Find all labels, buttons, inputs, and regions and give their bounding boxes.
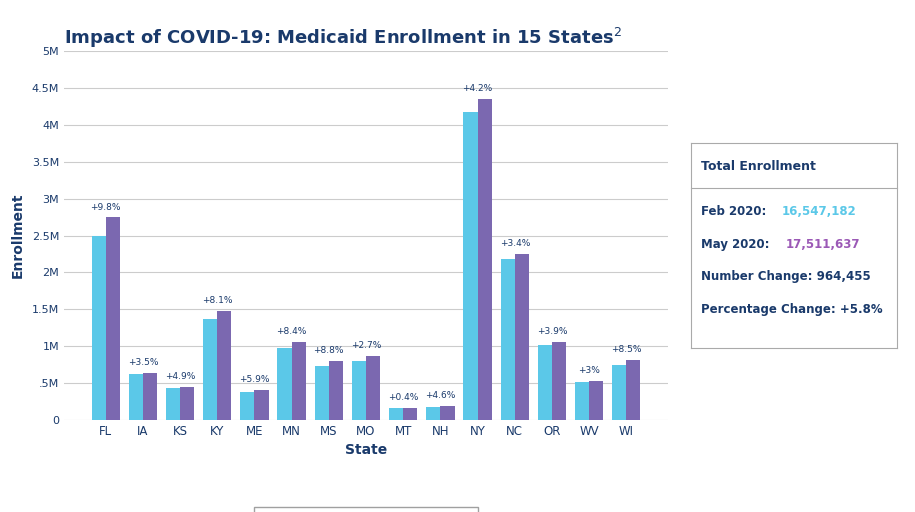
Bar xyxy=(389,408,404,420)
Text: +3.9%: +3.9% xyxy=(537,327,567,336)
Text: Impact of COVID-19: Medicaid Enrollment in 15 States$^2$: Impact of COVID-19: Medicaid Enrollment … xyxy=(64,26,622,50)
Text: Percentage Change: +5.8%: Percentage Change: +5.8% xyxy=(701,303,883,316)
Bar xyxy=(589,381,603,420)
Bar xyxy=(575,382,589,420)
Text: +3%: +3% xyxy=(578,366,600,375)
Text: +4.2%: +4.2% xyxy=(462,84,492,93)
Bar xyxy=(627,360,640,420)
Bar xyxy=(464,112,478,420)
Text: +3.4%: +3.4% xyxy=(500,239,530,248)
Bar xyxy=(105,218,120,420)
Bar xyxy=(143,373,157,420)
Bar xyxy=(612,365,627,420)
Bar xyxy=(352,361,366,420)
Text: +8.8%: +8.8% xyxy=(314,347,344,355)
Text: 16,547,182: 16,547,182 xyxy=(781,205,856,218)
Bar xyxy=(254,390,268,420)
Text: +4.9%: +4.9% xyxy=(165,372,195,381)
Bar xyxy=(277,348,292,420)
Bar xyxy=(166,388,180,420)
Bar xyxy=(203,319,217,420)
Text: +2.7%: +2.7% xyxy=(350,340,382,350)
Text: May 2020:: May 2020: xyxy=(701,238,774,250)
Bar xyxy=(217,311,231,420)
Bar xyxy=(426,407,440,420)
Bar xyxy=(241,392,254,420)
Text: Number Change: 964,455: Number Change: 964,455 xyxy=(701,270,871,283)
Text: +3.5%: +3.5% xyxy=(127,357,158,367)
Bar xyxy=(366,356,380,420)
Text: +4.6%: +4.6% xyxy=(425,391,456,400)
Text: Feb 2020:: Feb 2020: xyxy=(701,205,770,218)
Bar xyxy=(440,406,455,420)
X-axis label: State: State xyxy=(345,443,387,457)
Bar xyxy=(515,253,529,420)
Bar xyxy=(180,387,194,420)
Bar xyxy=(404,408,417,420)
Text: +8.4%: +8.4% xyxy=(276,327,307,336)
Legend: Feb 2020, May 2020: Feb 2020, May 2020 xyxy=(253,507,479,512)
Text: +5.9%: +5.9% xyxy=(239,375,270,385)
Text: +0.4%: +0.4% xyxy=(388,393,418,402)
Bar xyxy=(501,259,515,420)
Text: +8.5%: +8.5% xyxy=(611,345,641,354)
Bar xyxy=(552,342,566,420)
Text: +8.1%: +8.1% xyxy=(202,296,232,305)
Y-axis label: Enrollment: Enrollment xyxy=(11,193,25,278)
Bar xyxy=(328,361,343,420)
Bar xyxy=(129,374,143,420)
Bar xyxy=(538,345,552,420)
Bar xyxy=(478,99,491,420)
Bar xyxy=(292,342,306,420)
Text: +9.8%: +9.8% xyxy=(91,203,121,211)
Text: 17,511,637: 17,511,637 xyxy=(785,238,860,250)
Bar xyxy=(315,366,328,420)
Bar xyxy=(92,236,105,420)
Text: Total Enrollment: Total Enrollment xyxy=(701,160,816,173)
